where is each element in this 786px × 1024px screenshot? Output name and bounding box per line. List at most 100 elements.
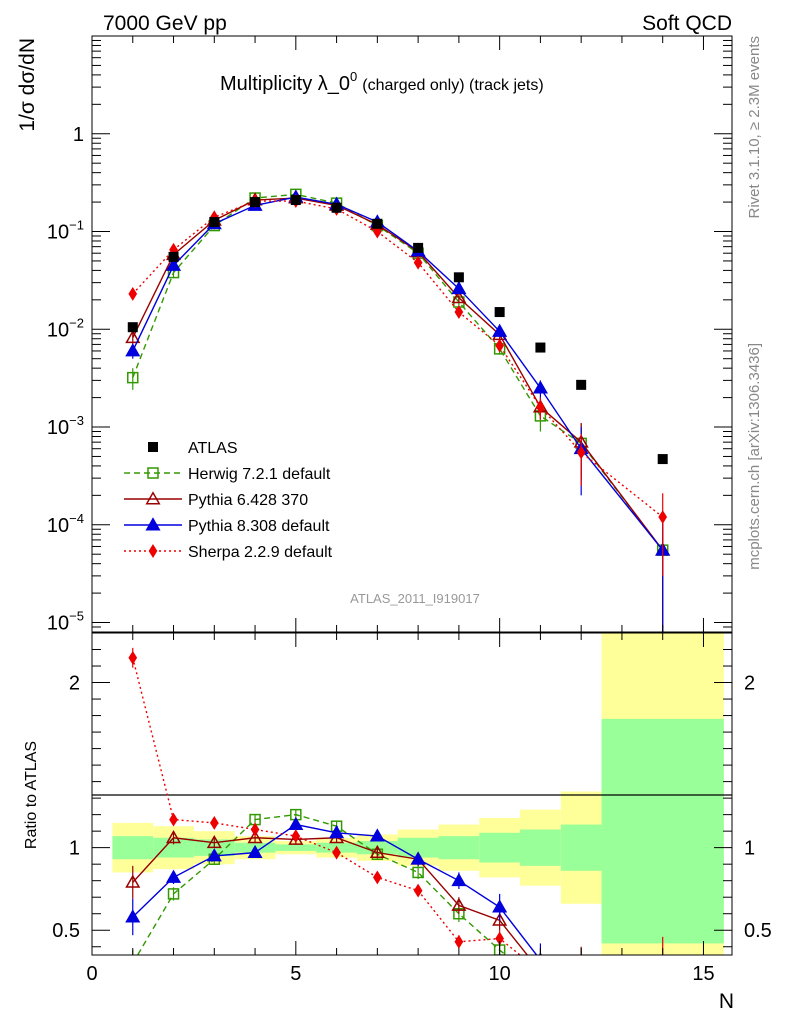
y-axis-label-main: 1/σ dσ/dN	[16, 38, 39, 132]
x-tick-label: 15	[692, 963, 714, 985]
series-sherpa-ratio-point	[373, 870, 382, 885]
ratio-tick-label-right: 1	[744, 838, 755, 860]
series-pythia-point	[125, 329, 141, 344]
series-sherpa-point	[495, 338, 504, 353]
atlas-data-point	[168, 251, 179, 262]
series-pythia-ratio-point	[369, 844, 385, 859]
legend-item-0-label: ATLAS	[188, 440, 238, 457]
atlas-data-point	[657, 454, 668, 465]
series-sherpa-point	[128, 286, 138, 301]
series-pythia-ratio-point	[451, 872, 467, 887]
side-text-bottom: mcplots.cern.ch [arXiv:1306.3436]	[746, 343, 763, 570]
y-tick-label: 10−5	[47, 609, 84, 635]
y-tick-base: 10	[47, 319, 69, 341]
ratio-bands	[112, 633, 724, 955]
series-pythia-ratio-point	[410, 851, 426, 865]
ratio-series	[125, 647, 669, 998]
series-sherpa-ratio-point	[413, 883, 423, 898]
x-tick-label: 0	[86, 963, 97, 985]
legend-item-4-label: Sherpa 2.2.9 default	[188, 544, 333, 561]
legend-item-4-marker	[148, 544, 158, 558]
series-pythia-ratio-point	[125, 874, 141, 888]
analysis-tag: ATLAS_2011_I919017	[350, 591, 480, 606]
series-sherpa-ratio-point	[128, 650, 138, 665]
series-sherpa-point	[536, 400, 545, 415]
y-tick-label: 10−2	[47, 315, 84, 341]
y-tick-base: 10	[47, 222, 69, 244]
series-pythia-point	[451, 290, 467, 304]
series-pythia-ratio-point	[206, 848, 222, 862]
series-pythia-point	[125, 343, 141, 357]
y-tick-label: 1	[73, 124, 84, 146]
series-sherpa-point	[658, 510, 668, 524]
series-pythia-ratio-point	[656, 987, 669, 998]
series-pythia-point	[532, 380, 548, 394]
series-herwig-point	[127, 371, 139, 384]
series-sherpa-ratio-point	[577, 974, 585, 986]
series-pythia-ratio-point	[492, 912, 508, 926]
ratio-band-green	[438, 836, 480, 860]
y-tick-label: 10−4	[47, 511, 84, 537]
ratio-tick-label: 0.5	[52, 920, 80, 942]
x-tick-label: 5	[290, 963, 301, 985]
ratio-band-green	[560, 824, 602, 871]
legend-item-2-marker	[145, 491, 161, 505]
ratio-tick-label-right: 0.5	[744, 920, 772, 942]
y-tick-exponent: −1	[69, 218, 84, 233]
main-frame	[91, 35, 733, 633]
series-pythia-point	[451, 280, 467, 295]
side-text-top: Rivet 3.1.10, ≥ 2.3M events	[746, 36, 763, 219]
y-tick-exponent: −2	[69, 315, 84, 330]
y-tick-exponent: −4	[69, 511, 84, 526]
series-herwig-ratio-point	[535, 978, 545, 988]
series-herwig-ratio-point	[658, 988, 668, 998]
series-pythia-point	[492, 323, 508, 337]
atlas-data-point	[250, 197, 261, 208]
legend-item-1-label: Herwig 7.2.1 default	[188, 466, 331, 483]
series-sherpa-ratio-point	[291, 829, 301, 844]
series-herwig-ratio-point	[128, 958, 138, 968]
x-axis-label: N	[719, 990, 734, 1013]
legend: ATLAS Herwig 7.2.1 default Pythia 6.428 37…	[124, 440, 333, 561]
series-herwig-ratio-point	[167, 888, 180, 900]
series-pythia-ratio-point	[125, 909, 141, 923]
ratio-band-green	[112, 836, 154, 860]
chart-title-suffix: (charged only) (track jets)	[362, 77, 543, 94]
atlas-data-point	[127, 322, 138, 333]
series-herwig-ratio-point	[412, 866, 424, 879]
ratio-tick-label: 2	[69, 673, 80, 695]
main-series	[125, 188, 671, 632]
series-pythia-ratio-point	[369, 828, 385, 842]
atlas-data-point	[535, 342, 546, 353]
ratio-tick-label-right: 2	[744, 673, 755, 695]
series-pythia-ratio-point	[165, 829, 182, 844]
y-axis-label-ratio: Ratio to ATLAS	[23, 741, 40, 849]
series-sherpa-point	[454, 305, 464, 319]
y-tick-base: 10	[47, 515, 69, 537]
atlas-data-point	[413, 242, 424, 253]
x-tick-label: 10	[489, 963, 511, 985]
series-sherpa-ratio-point	[250, 822, 260, 837]
series-pythia-ratio-point	[288, 831, 304, 845]
atlas-data-point	[576, 379, 587, 390]
y-tick-exponent: −5	[69, 609, 84, 624]
series-sherpa-point	[413, 255, 423, 270]
series-sherpa-ratio-point	[169, 812, 178, 827]
series-pythia-ratio-point	[247, 844, 263, 859]
y-tick-label: 10−3	[47, 413, 84, 439]
chart-title-main: Multiplicity λ_0	[220, 73, 350, 95]
series-pythia-ratio-point	[534, 965, 547, 976]
legend-item-1-marker	[147, 467, 159, 479]
y-tick-label: 10−1	[47, 218, 84, 244]
header-right: Soft QCD	[642, 12, 732, 35]
atlas-data-point	[209, 217, 220, 228]
series-sherpa-ratio-point	[209, 815, 219, 830]
series-pythia-ratio-point	[656, 987, 669, 998]
x-axis-ticks: 0 5 10 15	[86, 36, 715, 985]
ratio-band-green	[275, 844, 317, 851]
series-pythia-ratio-point	[206, 834, 222, 849]
y-tick-base: 10	[47, 417, 69, 439]
header-left: 7000 GeV pp	[103, 12, 227, 35]
legend-item-2-label: Pythia 6.428 370	[188, 492, 308, 509]
ratio-y-ticks: 0.5 0.5 1 1 2 2	[52, 649, 772, 948]
